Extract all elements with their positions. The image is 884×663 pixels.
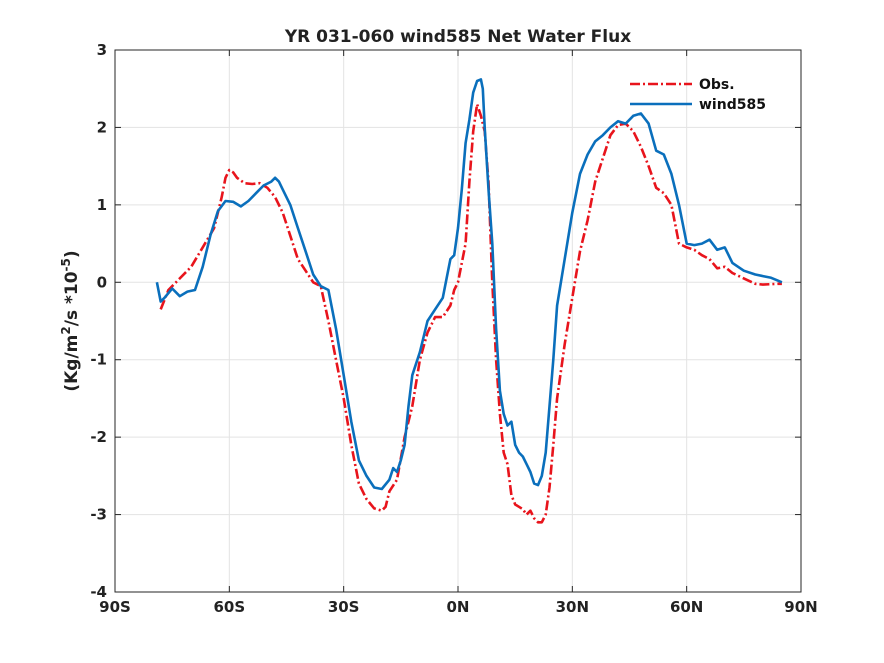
y-tick-label: 3 — [97, 41, 107, 59]
y-tick-label: -3 — [90, 506, 107, 524]
series-layer — [155, 78, 783, 524]
x-tick-label: 60S — [213, 598, 245, 616]
legend-label: wind585 — [699, 97, 766, 113]
y-tick-label: -4 — [90, 583, 107, 601]
x-tick-label: 30S — [328, 598, 360, 616]
series-line-wind585 — [155, 78, 783, 491]
axis-ticks: 90S 60S 30S 0N 30N 60N 90N -4 -3 -2 -1 0 1 2 3 — [90, 41, 817, 616]
legend-label: Obs. — [699, 77, 735, 93]
legend: Obs. wind585 — [630, 77, 766, 113]
x-tick-label: 60N — [670, 598, 703, 616]
y-axis-label: (Kg/m2/s *10-5) — [59, 250, 82, 391]
x-tick-label: 90N — [784, 598, 817, 616]
y-tick-label: -2 — [90, 428, 107, 446]
y-tick-label: 2 — [97, 118, 107, 136]
x-tick-label: 0N — [447, 598, 470, 616]
x-tick-label: 90S — [99, 598, 131, 616]
x-tick-label: 30N — [556, 598, 589, 616]
series-line-obs — [159, 102, 782, 524]
y-tick-label: -1 — [90, 351, 107, 369]
y-tick-label: 1 — [97, 196, 107, 214]
chart-title: YR 031-060 wind585 Net Water Flux — [284, 27, 631, 47]
y-tick-label: 0 — [97, 273, 107, 291]
